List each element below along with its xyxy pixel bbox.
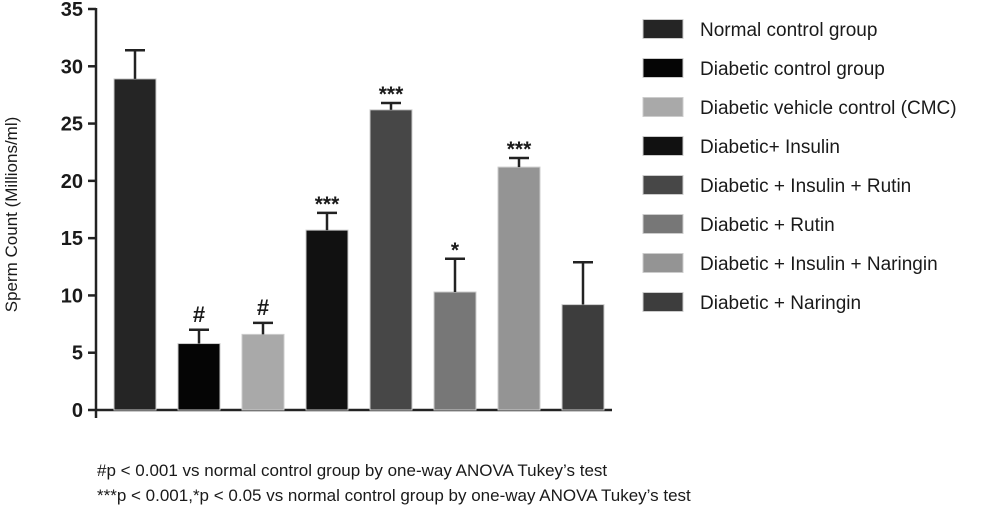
legend-label: Normal control group: [700, 20, 877, 41]
legend-swatch: [642, 214, 684, 234]
significance-marker: #: [257, 295, 269, 320]
significance-marker: *: [451, 239, 460, 262]
y-tick-label: 15: [61, 228, 83, 250]
footnote-significance-hash: #p < 0.001 vs normal control group by on…: [97, 461, 608, 480]
bar: [433, 291, 477, 411]
y-tick-label: 0: [72, 400, 83, 422]
legend-label: Diabetic + Insulin + Naringin: [700, 254, 938, 275]
y-tick-label: 25: [61, 114, 83, 136]
legend-swatch: [642, 19, 684, 39]
legend-swatch: [642, 253, 684, 273]
legend-label: Diabetic + Insulin + Rutin: [700, 176, 911, 197]
significance-marker: #: [193, 302, 205, 327]
bar: [177, 343, 221, 411]
significance-marker: ***: [379, 83, 404, 106]
bar: [369, 109, 413, 411]
bar: [241, 333, 285, 411]
legend-label: Diabetic control group: [700, 59, 885, 80]
legend: Normal control group Diabetic control gro…: [642, 19, 957, 314]
bar: [497, 166, 541, 411]
legend-swatch: [642, 97, 684, 117]
y-tick-label: 35: [61, 0, 83, 21]
legend-swatch: [642, 58, 684, 78]
bar: [113, 78, 157, 411]
plot-area: Sperm Count (Millions/ml) 0 5 10 15 20 25 30 35 #…: [2, 0, 612, 422]
legend-swatch: [642, 136, 684, 156]
y-tick-label: 5: [72, 343, 83, 365]
legend-label: Diabetic+ Insulin: [700, 137, 840, 158]
bar: [561, 304, 605, 411]
legend-swatch: [642, 175, 684, 195]
significance-marker: ***: [315, 193, 340, 216]
y-axis-label: Sperm Count (Millions/ml): [2, 117, 21, 313]
bar-chart: Sperm Count (Millions/ml) 0 5 10 15 20 25 30 35 #…: [2, 0, 957, 422]
y-tick-label: 10: [61, 285, 83, 307]
footnote-significance-stars: ***p < 0.001,*p < 0.05 vs normal control…: [97, 486, 691, 505]
y-tick-label: 20: [61, 171, 83, 193]
legend-swatch: [642, 292, 684, 312]
bar: [305, 229, 349, 411]
legend-label: Diabetic + Rutin: [700, 215, 835, 236]
legend-label: Diabetic vehicle control (CMC): [700, 98, 957, 119]
legend-label: Diabetic + Naringin: [700, 293, 861, 314]
significance-marker: ***: [507, 138, 532, 161]
y-tick-label: 30: [61, 56, 83, 78]
